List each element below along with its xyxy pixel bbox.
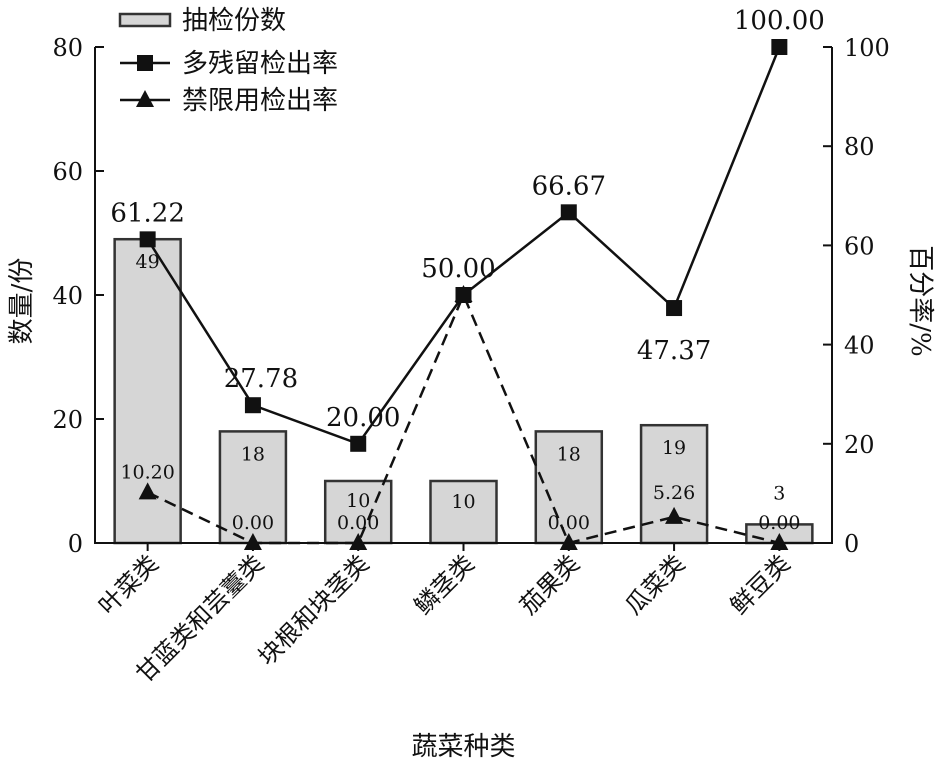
legend-swatch-bar bbox=[118, 12, 172, 28]
left-tick-label-4: 80 bbox=[52, 34, 83, 62]
banned-label-5: 5.26 bbox=[653, 482, 695, 504]
bar-value-label-2: 10 bbox=[346, 490, 370, 512]
left-tick-label-2: 40 bbox=[52, 282, 83, 310]
category-label-2: 块根和块茎类 bbox=[253, 549, 375, 671]
banned-point-1 bbox=[243, 533, 262, 550]
banned-label-6: 0.00 bbox=[758, 512, 800, 534]
bar-value-label-3: 10 bbox=[451, 491, 475, 513]
multi-residue-point-2 bbox=[350, 435, 367, 452]
bars-layer bbox=[113, 237, 814, 545]
banned-point-3 bbox=[454, 285, 473, 302]
bar-value-label-4: 18 bbox=[557, 443, 581, 465]
legend-label-bar: 抽检份数 bbox=[182, 6, 286, 36]
left-axis-title: 数量/份 bbox=[7, 258, 37, 345]
banned-point-4 bbox=[559, 533, 578, 550]
multi-residue-label-0: 61.22 bbox=[110, 198, 184, 228]
category-label-3: 鳞茎类 bbox=[409, 549, 480, 620]
bar-1 bbox=[218, 430, 288, 545]
right-tick-label-4: 80 bbox=[844, 133, 875, 161]
category-label-0: 叶菜类 bbox=[93, 549, 164, 620]
left-tick-label-1: 20 bbox=[52, 406, 83, 434]
multi-residue-point-5 bbox=[666, 300, 683, 317]
multi-residue-label-2: 20.00 bbox=[326, 403, 400, 433]
banned-label-0: 10.20 bbox=[120, 461, 174, 483]
multi-residue-point-0 bbox=[139, 231, 156, 248]
category-label-5: 瓜菜类 bbox=[620, 549, 691, 620]
banned-point-6 bbox=[770, 533, 789, 550]
titles-layer: 数量/份 百分率/% 蔬菜种类 bbox=[7, 245, 935, 762]
multi-residue-label-4: 66.67 bbox=[532, 171, 606, 201]
legend-marker-banned bbox=[136, 90, 154, 107]
banned-label-1: 0.00 bbox=[232, 512, 274, 534]
multi-residue-label-6: 100.00 bbox=[734, 6, 825, 36]
bar-value-label-6: 3 bbox=[773, 482, 785, 504]
x-axis-title: 蔬菜种类 bbox=[411, 732, 515, 762]
legend-label-banned: 禁限用检出率 bbox=[182, 86, 338, 116]
lines-layer bbox=[138, 39, 789, 550]
right-tick-label-1: 20 bbox=[844, 431, 875, 459]
banned-point-2 bbox=[349, 533, 368, 550]
banned-point-5 bbox=[665, 506, 684, 524]
labels-layer: 49 18 10 10 18 19 3 61.22 27.78 20.00 50.00 66.67 47… bbox=[110, 6, 824, 534]
legend-marker-multi bbox=[137, 55, 153, 71]
multi-residue-label-5: 47.37 bbox=[637, 336, 711, 366]
multi-residue-point-4 bbox=[560, 204, 577, 221]
bar-value-label-5: 19 bbox=[662, 437, 686, 459]
left-tick-label-0: 0 bbox=[68, 530, 83, 558]
right-axis-title: 百分率/% bbox=[905, 245, 935, 356]
category-label-4: 茄果类 bbox=[514, 549, 585, 620]
multi-residue-label-3: 50.00 bbox=[421, 254, 495, 284]
bar-3 bbox=[429, 479, 498, 545]
multi-residue-point-6 bbox=[771, 39, 788, 55]
multi-residue-point-1 bbox=[244, 397, 261, 414]
banned-label-2: 0.00 bbox=[337, 512, 379, 534]
banned-point-0 bbox=[138, 482, 157, 500]
bar-value-label-0: 49 bbox=[136, 251, 160, 273]
right-tick-label-2: 40 bbox=[844, 332, 875, 360]
right-tick-label-5: 100 bbox=[844, 34, 890, 62]
left-tick-label-3: 60 bbox=[52, 158, 83, 186]
multi-residue-label-1: 27.78 bbox=[224, 364, 298, 394]
banned-label-4: 0.00 bbox=[548, 512, 590, 534]
right-tick-label-0: 0 bbox=[844, 530, 859, 558]
legend-label-multi: 多残留检出率 bbox=[182, 49, 338, 79]
category-label-6: 鲜豆类 bbox=[725, 549, 796, 620]
bar-value-label-1: 18 bbox=[241, 443, 265, 465]
right-tick-label-3: 60 bbox=[844, 232, 875, 260]
